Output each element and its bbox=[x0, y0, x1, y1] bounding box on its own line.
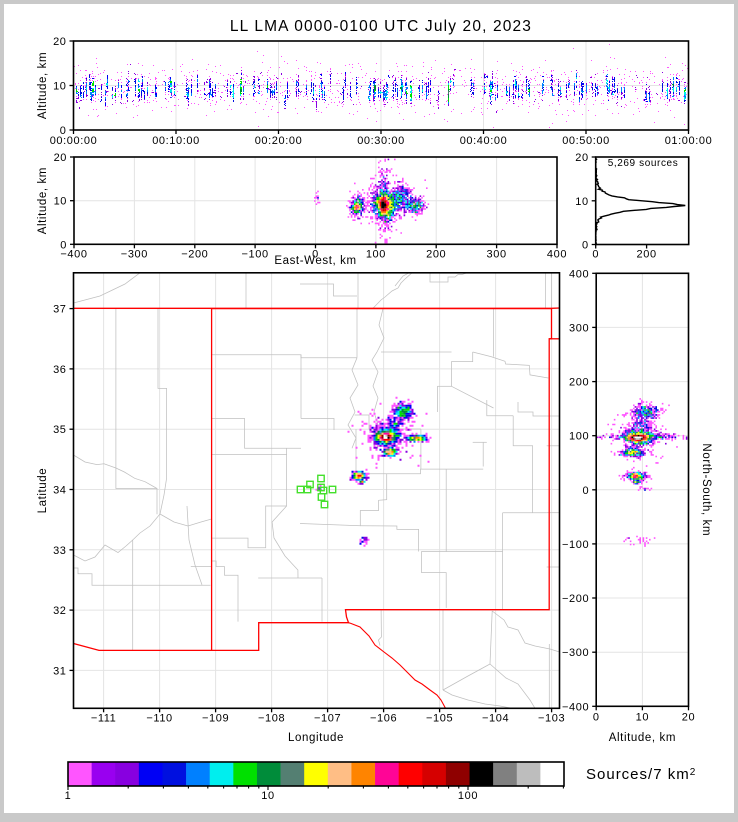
svg-text:20: 20 bbox=[682, 711, 695, 723]
svg-text:−300: −300 bbox=[562, 647, 589, 659]
svg-text:400: 400 bbox=[569, 268, 589, 280]
svg-text:400: 400 bbox=[547, 248, 567, 260]
svg-text:−300: −300 bbox=[121, 248, 148, 260]
svg-text:34: 34 bbox=[53, 485, 66, 497]
svg-text:10: 10 bbox=[575, 196, 588, 208]
svg-text:5,269 sources: 5,269 sources bbox=[608, 158, 679, 169]
svg-text:Latitude: Latitude bbox=[37, 468, 49, 514]
svg-text:0: 0 bbox=[593, 711, 600, 723]
svg-text:−200: −200 bbox=[562, 593, 589, 605]
svg-text:Altitude, km: Altitude, km bbox=[609, 732, 676, 744]
svg-text:1: 1 bbox=[65, 790, 72, 802]
svg-text:100: 100 bbox=[458, 790, 478, 802]
svg-text:−100: −100 bbox=[242, 248, 269, 260]
svg-text:10: 10 bbox=[53, 81, 66, 93]
svg-text:−108: −108 bbox=[258, 712, 285, 724]
svg-text:20: 20 bbox=[575, 152, 588, 164]
svg-text:300: 300 bbox=[569, 322, 589, 334]
svg-text:00:50:00: 00:50:00 bbox=[562, 135, 610, 147]
svg-text:00:10:00: 00:10:00 bbox=[152, 135, 200, 147]
svg-text:Sources/7 km2: Sources/7 km2 bbox=[586, 766, 696, 783]
svg-text:−110: −110 bbox=[146, 712, 172, 724]
svg-text:−100: −100 bbox=[562, 539, 589, 551]
svg-text:00:40:00: 00:40:00 bbox=[460, 135, 508, 147]
svg-text:−109: −109 bbox=[202, 712, 229, 724]
svg-text:36: 36 bbox=[53, 364, 66, 376]
svg-text:−104: −104 bbox=[482, 712, 509, 724]
svg-text:20: 20 bbox=[54, 152, 67, 164]
svg-text:0: 0 bbox=[582, 240, 589, 252]
svg-text:Longitude: Longitude bbox=[288, 732, 344, 744]
svg-text:LL LMA 0000-0100 UTC July 20,: LL LMA 0000-0100 UTC July 20, 2023 bbox=[230, 18, 532, 35]
svg-text:300: 300 bbox=[487, 248, 507, 260]
svg-text:0: 0 bbox=[60, 125, 67, 137]
svg-text:200: 200 bbox=[426, 248, 446, 260]
svg-text:−103: −103 bbox=[538, 712, 565, 724]
svg-text:10: 10 bbox=[54, 196, 67, 208]
svg-text:100: 100 bbox=[366, 248, 386, 260]
svg-text:Altitude, km: Altitude, km bbox=[37, 52, 49, 119]
svg-text:0: 0 bbox=[592, 249, 599, 261]
svg-text:−400: −400 bbox=[60, 248, 87, 260]
svg-text:32: 32 bbox=[53, 605, 66, 617]
svg-text:100: 100 bbox=[569, 431, 589, 443]
svg-text:0: 0 bbox=[582, 485, 589, 497]
svg-text:00:00:00: 00:00:00 bbox=[50, 135, 98, 147]
svg-text:North-South, km: North-South, km bbox=[700, 443, 712, 536]
svg-text:33: 33 bbox=[53, 545, 66, 557]
svg-text:0: 0 bbox=[312, 248, 319, 260]
svg-text:−107: −107 bbox=[314, 712, 341, 724]
svg-text:10: 10 bbox=[636, 711, 649, 723]
svg-text:East-West, km: East-West, km bbox=[274, 255, 356, 267]
svg-text:00:20:00: 00:20:00 bbox=[255, 135, 303, 147]
svg-text:10: 10 bbox=[261, 790, 274, 802]
svg-text:37: 37 bbox=[53, 304, 66, 316]
svg-text:−400: −400 bbox=[562, 701, 589, 713]
svg-text:200: 200 bbox=[637, 249, 657, 261]
svg-text:31: 31 bbox=[53, 665, 66, 677]
svg-text:35: 35 bbox=[53, 424, 66, 436]
svg-text:00:30:00: 00:30:00 bbox=[357, 135, 405, 147]
svg-text:−200: −200 bbox=[181, 248, 208, 260]
svg-text:Altitude, km: Altitude, km bbox=[37, 167, 49, 234]
svg-text:01:00:00: 01:00:00 bbox=[665, 135, 713, 147]
svg-text:0: 0 bbox=[60, 239, 67, 251]
svg-text:−111: −111 bbox=[91, 712, 117, 724]
svg-text:−106: −106 bbox=[370, 712, 397, 724]
svg-text:20: 20 bbox=[53, 36, 66, 48]
svg-text:200: 200 bbox=[569, 377, 589, 389]
svg-text:−105: −105 bbox=[426, 712, 453, 724]
